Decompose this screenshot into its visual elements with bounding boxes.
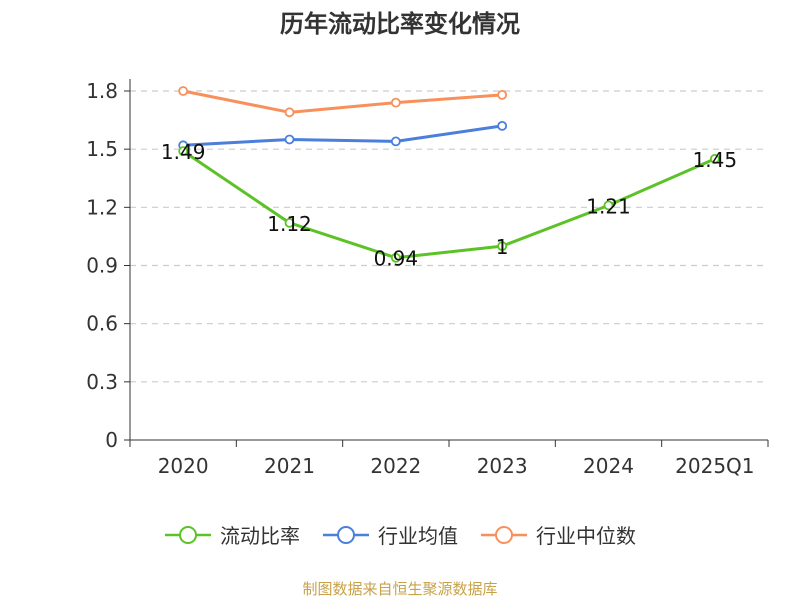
legend-label: 流动比率 <box>220 524 300 548</box>
series-point-1 <box>390 136 401 147</box>
y-tick-label: 0 <box>105 428 118 452</box>
legend-swatch-marker <box>337 525 355 544</box>
series-point-0 <box>709 153 720 164</box>
series-point-2 <box>178 86 189 96</box>
y-tick-label: 1.5 <box>86 137 118 161</box>
series-point-1 <box>497 121 508 131</box>
data-labels: 1.49 1.12 0.94 1 1.21 1.45 <box>161 140 737 271</box>
x-tick-label: 2021 <box>264 454 315 478</box>
data-label: 1.21 <box>586 194 631 218</box>
y-tick-label: 0.9 <box>86 254 118 278</box>
data-label: 1.49 <box>161 140 206 164</box>
data-label: 1.45 <box>693 148 738 172</box>
legend-label: 行业中位数 <box>536 524 636 548</box>
series-point-2 <box>284 107 295 118</box>
source-note: 制图数据来自恒生聚源数据库 <box>302 580 498 598</box>
legend: 流动比率 行业均值 行业中位数 <box>0 520 800 549</box>
legend-swatch-marker <box>179 525 197 544</box>
legend-swatch <box>165 525 211 544</box>
legend-item[interactable]: 行业中位数 <box>480 520 636 549</box>
series-line-2 <box>182 89 503 114</box>
series-point-0 <box>497 241 508 252</box>
x-tick-label: 2024 <box>583 454 634 478</box>
series-point-0 <box>178 146 189 157</box>
series-point-0 <box>390 252 401 263</box>
legend-swatch <box>481 525 527 544</box>
axes: 0 0.3 0.6 0.9 1.2 1.5 1.8 2020 2021 2022 2023 2024 2… <box>86 79 769 478</box>
series-point-0 <box>284 217 295 228</box>
legend-label: 行业均值 <box>378 524 458 548</box>
x-tick-label: 2025Q1 <box>675 454 754 478</box>
series-point-1 <box>284 134 295 145</box>
data-label: 0.94 <box>374 247 419 271</box>
series-point-2 <box>390 97 401 108</box>
x-tick-label: 2020 <box>158 454 209 478</box>
x-tick-label: 2023 <box>477 454 528 478</box>
legend-item[interactable]: 行业均值 <box>322 520 458 549</box>
series-line-1 <box>183 124 503 147</box>
legend-item[interactable]: 流动比率 <box>164 520 300 549</box>
series-point-0 <box>603 200 614 211</box>
y-tick-label: 1.8 <box>86 79 118 103</box>
data-label: 1.12 <box>267 212 312 236</box>
grid-lines <box>130 90 768 383</box>
series-line-0 <box>182 149 716 260</box>
legend-swatch <box>323 525 369 544</box>
legend-swatch-marker <box>495 525 513 544</box>
y-tick-label: 0.3 <box>86 370 118 394</box>
x-tick-label: 2022 <box>370 454 421 478</box>
data-label: 1 <box>496 235 509 259</box>
series-point-2 <box>497 89 508 100</box>
chart-title: 历年流动比率变化情况 <box>280 10 520 38</box>
series <box>178 86 720 263</box>
y-tick-label: 0.6 <box>86 312 118 336</box>
y-tick-label: 1.2 <box>86 195 118 219</box>
